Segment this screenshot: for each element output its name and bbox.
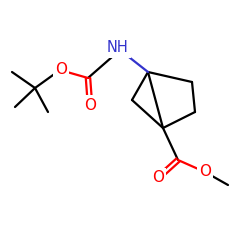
Text: O: O [152,170,164,186]
Text: NH: NH [107,40,129,56]
Text: O: O [55,62,67,78]
Text: O: O [84,98,96,112]
Text: O: O [199,164,211,180]
